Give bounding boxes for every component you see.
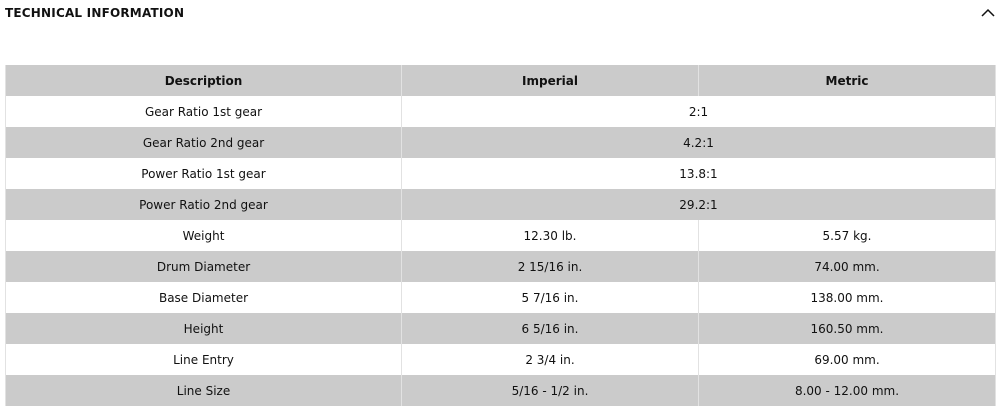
table-cell: 74.00 mm.	[698, 251, 996, 282]
table-cell: Line Size	[5, 375, 402, 406]
table-row: Gear Ratio 1st gear 2:1	[5, 96, 996, 127]
table-row: Line Entry 2 3/4 in. 69.00 mm.	[5, 344, 996, 375]
table-cell: 2:1	[401, 96, 996, 127]
table-cell: Base Diameter	[5, 282, 402, 313]
table-cell: Height	[5, 313, 402, 344]
table-cell: Gear Ratio 2nd gear	[5, 127, 402, 158]
table-cell: 8.00 - 12.00 mm.	[698, 375, 996, 406]
table-cell: Gear Ratio 1st gear	[5, 96, 402, 127]
table-cell: 29.2:1	[401, 189, 996, 220]
table-row: Power Ratio 2nd gear 29.2:1	[5, 189, 996, 220]
table-row: Line Size 5/16 - 1/2 in. 8.00 - 12.00 mm.	[5, 375, 996, 406]
table-cell: 5 7/16 in.	[401, 282, 699, 313]
column-header: Metric	[698, 65, 996, 96]
table-cell: 160.50 mm.	[698, 313, 996, 344]
column-header: Imperial	[401, 65, 699, 96]
section-title: TECHNICAL INFORMATION	[5, 6, 185, 20]
table-cell: Weight	[5, 220, 402, 251]
table-cell: 2 15/16 in.	[401, 251, 699, 282]
collapse-toggle[interactable]	[981, 8, 995, 18]
table-cell: Drum Diameter	[5, 251, 402, 282]
table-cell: 5/16 - 1/2 in.	[401, 375, 699, 406]
table-row: Weight 12.30 lb. 5.57 kg.	[5, 220, 996, 251]
table-row: Gear Ratio 2nd gear 4.2:1	[5, 127, 996, 158]
column-header: Description	[5, 65, 402, 96]
table-cell: 5.57 kg.	[698, 220, 996, 251]
table-cell: 12.30 lb.	[401, 220, 699, 251]
table-row: Power Ratio 1st gear 13.8:1	[5, 158, 996, 189]
table-row: Height 6 5/16 in. 160.50 mm.	[5, 313, 996, 344]
table-cell: 13.8:1	[401, 158, 996, 189]
table-cell: 69.00 mm.	[698, 344, 996, 375]
table-cell: Power Ratio 2nd gear	[5, 189, 402, 220]
header-row: Description Imperial Metric	[5, 65, 996, 96]
table-cell: 4.2:1	[401, 127, 996, 158]
spec-table: Description Imperial Metric Gear Ratio 1st…	[5, 65, 996, 406]
table-cell: Line Entry	[5, 344, 402, 375]
table-cell: 2 3/4 in.	[401, 344, 699, 375]
table-cell: 138.00 mm.	[698, 282, 996, 313]
table-row: Drum Diameter 2 15/16 in. 74.00 mm.	[5, 251, 996, 282]
table-cell: Power Ratio 1st gear	[5, 158, 402, 189]
table-row: Base Diameter 5 7/16 in. 138.00 mm.	[5, 282, 996, 313]
table-cell: 6 5/16 in.	[401, 313, 699, 344]
